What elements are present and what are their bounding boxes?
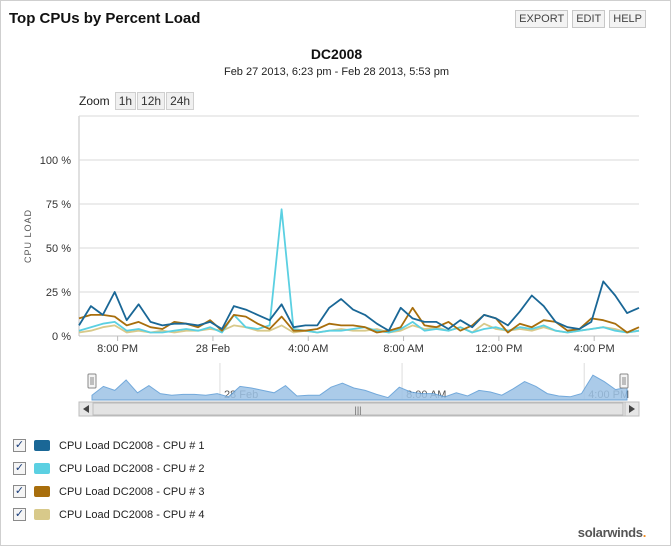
legend-label-cpu4: CPU Load DC2008 - CPU # 4	[59, 508, 205, 521]
series-line-cpu2	[78, 208, 640, 334]
navigator-area	[91, 374, 628, 401]
checkbox-icon[interactable]: ✓	[13, 485, 26, 498]
zoom-label: Zoom	[79, 94, 110, 108]
series-line-cpu1	[78, 280, 640, 332]
legend-item-cpu4: ✓ CPU Load DC2008 - CPU # 4	[13, 503, 205, 526]
x-tick-label: 28 Feb	[196, 343, 230, 355]
widget-title: Top CPUs by Percent Load	[9, 10, 201, 27]
legend-label-cpu2: CPU Load DC2008 - CPU # 2	[59, 462, 205, 475]
edit-button[interactable]: EDIT	[572, 10, 606, 28]
y-tick-label: 75 %	[46, 199, 71, 211]
export-button[interactable]: EXPORT	[515, 10, 569, 28]
solarwinds-logo: solarwinds.	[577, 525, 647, 540]
y-tick-label: 25 %	[46, 287, 71, 299]
zoom-1h-button[interactable]: 1h	[114, 92, 137, 110]
arrow-left-icon	[83, 405, 89, 413]
arrow-right-icon	[629, 405, 635, 413]
drag-handle-icon[interactable]	[87, 373, 97, 389]
chart-subtitle: Feb 27 2013, 6:23 pm - Feb 28 2013, 5:53…	[223, 66, 450, 78]
legend-label-cpu3: CPU Load DC2008 - CPU # 3	[59, 485, 205, 498]
help-button[interactable]: HELP	[609, 10, 646, 28]
x-tick-label: 8:00 AM	[383, 343, 423, 355]
zoom-24h-button[interactable]: 24h	[166, 92, 195, 110]
x-tick-label: 4:00 PM	[574, 343, 615, 355]
checkbox-icon[interactable]: ✓	[13, 462, 26, 475]
y-axis-label: CPU LOAD	[23, 209, 33, 263]
scrollbar-grip: |||	[354, 405, 361, 415]
plot-area	[79, 116, 639, 336]
series-line-cpu4	[78, 322, 640, 334]
legend-label-cpu1: CPU Load DC2008 - CPU # 1	[59, 439, 205, 452]
drag-handle-icon[interactable]	[619, 373, 629, 389]
legend-swatch-cpu1	[34, 440, 50, 451]
legend-item-cpu2: ✓ CPU Load DC2008 - CPU # 2	[13, 457, 205, 480]
y-tick-label: 50 %	[46, 243, 71, 255]
legend-item-cpu1: ✓ CPU Load DC2008 - CPU # 1	[13, 434, 205, 457]
checkbox-icon[interactable]: ✓	[13, 508, 26, 521]
y-tick-label: 0 %	[52, 331, 71, 343]
zoom-12h-button[interactable]: 12h	[137, 92, 166, 110]
y-tick-label: 100 %	[40, 155, 71, 167]
chart-title: DC2008	[310, 46, 363, 62]
x-tick-label: 4:00 AM	[288, 343, 328, 355]
legend-swatch-cpu4	[34, 509, 50, 520]
cpu-load-chart: 0 % 25 % 50 % 75 % 100 % 8:00 PM 28 Feb 4:00 AM…	[23, 115, 640, 417]
header-buttons: EXPORT EDIT HELP	[515, 10, 646, 28]
legend-item-cpu3: ✓ CPU Load DC2008 - CPU # 3	[13, 480, 205, 503]
legend-swatch-cpu2	[34, 463, 50, 474]
zoom-controls: Zoom 1h 12h 24h	[79, 92, 195, 110]
legend-swatch-cpu3	[34, 486, 50, 497]
checkbox-icon[interactable]: ✓	[13, 439, 26, 452]
legend: ✓ CPU Load DC2008 - CPU # 1 ✓ CPU Load D…	[13, 434, 205, 526]
x-tick-label: 8:00 PM	[97, 343, 138, 355]
x-tick-label: 12:00 PM	[475, 343, 522, 355]
